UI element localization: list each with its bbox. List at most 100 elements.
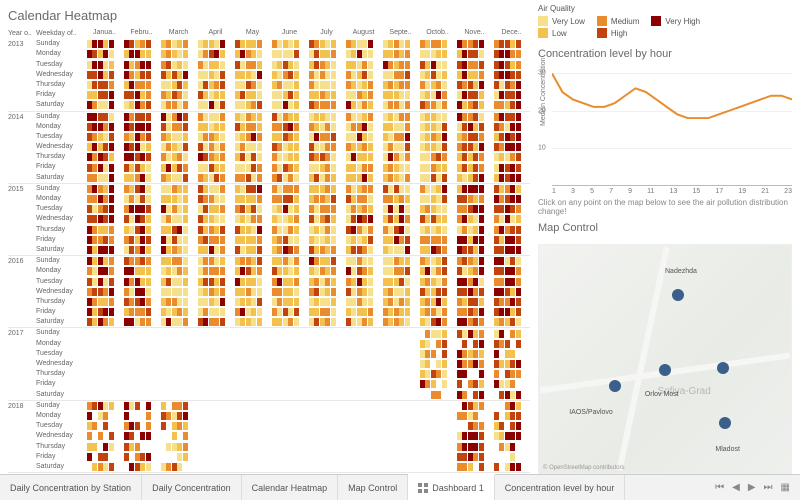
heatmap-cell[interactable] [235,267,240,275]
heatmap-cell[interactable] [251,267,256,275]
heatmap-cell[interactable] [457,226,462,234]
heatmap-cell[interactable] [277,40,282,48]
heatmap-cell[interactable] [294,288,299,296]
heatmap-cell[interactable] [368,91,373,99]
heatmap-cell[interactable] [166,81,171,89]
heatmap-cell[interactable] [516,91,521,99]
heatmap-cell[interactable] [124,360,129,368]
heatmap-cell[interactable] [87,278,92,286]
heatmap-cell[interactable] [277,340,282,348]
heatmap-cell[interactable] [309,91,314,99]
heatmap-cell[interactable] [92,432,97,440]
heatmap-cell[interactable] [462,113,467,121]
heatmap-cell[interactable] [166,330,171,338]
heatmap-cell[interactable] [331,164,336,172]
heatmap-cell[interactable] [462,412,467,420]
heatmap-cell[interactable] [516,308,521,316]
heatmap-cell[interactable] [405,153,410,161]
heatmap-cell[interactable] [399,318,404,326]
heatmap-cell[interactable] [198,164,203,172]
heatmap-cell[interactable] [325,278,330,286]
heatmap-cell[interactable] [436,123,441,131]
heatmap-cell[interactable] [457,81,462,89]
heatmap-cell[interactable] [351,463,356,471]
heatmap-cell[interactable] [277,443,282,451]
heatmap-cell[interactable] [425,236,430,244]
heatmap-cell[interactable] [320,412,325,420]
heatmap-cell[interactable] [346,308,351,316]
heatmap-cell[interactable] [124,370,129,378]
heatmap-cell[interactable] [240,412,245,420]
heatmap-cell[interactable] [368,81,373,89]
tab-sheet[interactable]: Daily Concentration [142,475,242,500]
heatmap-cell[interactable] [325,350,330,358]
heatmap-cell[interactable] [314,278,319,286]
heatmap-cell[interactable] [505,298,510,306]
heatmap-cell[interactable] [124,174,129,182]
heatmap-cell[interactable] [246,453,251,461]
heatmap-cell[interactable] [283,236,288,244]
heatmap-cell[interactable] [468,453,473,461]
heatmap-cell[interactable] [257,164,262,172]
heatmap-cell[interactable] [203,350,208,358]
heatmap-cell[interactable] [510,370,515,378]
heatmap-cell[interactable] [457,391,462,399]
heatmap-cell[interactable] [235,81,240,89]
heatmap-cell[interactable] [309,174,314,182]
heatmap-cell[interactable] [288,330,293,338]
heatmap-cell[interactable] [368,432,373,440]
heatmap-cell[interactable] [129,164,134,172]
heatmap-cell[interactable] [420,318,425,326]
heatmap-cell[interactable] [383,370,388,378]
heatmap-cell[interactable] [331,215,336,223]
heatmap-cell[interactable] [510,288,515,296]
heatmap-cell[interactable] [272,205,277,213]
heatmap-cell[interactable] [346,422,351,430]
heatmap-cell[interactable] [357,205,362,213]
heatmap-cell[interactable] [166,40,171,48]
heatmap-cell[interactable] [499,412,504,420]
heatmap-cell[interactable] [294,205,299,213]
heatmap-cell[interactable] [468,340,473,348]
heatmap-cell[interactable] [494,412,499,420]
heatmap-cell[interactable] [172,370,177,378]
heatmap-cell[interactable] [183,101,188,109]
heatmap-cell[interactable] [362,50,367,58]
heatmap-cell[interactable] [251,133,256,141]
heatmap-cell[interactable] [166,164,171,172]
heatmap-cell[interactable] [220,370,225,378]
heatmap-cell[interactable] [314,463,319,471]
heatmap-cell[interactable] [431,101,436,109]
heatmap-cell[interactable] [251,330,256,338]
heatmap-cell[interactable] [124,81,129,89]
heatmap-cell[interactable] [436,81,441,89]
heatmap-cell[interactable] [272,443,277,451]
heatmap-cell[interactable] [183,380,188,388]
heatmap-cell[interactable] [198,380,203,388]
heatmap-cell[interactable] [92,164,97,172]
heatmap-cell[interactable] [92,91,97,99]
heatmap-cell[interactable] [320,143,325,151]
heatmap-cell[interactable] [246,164,251,172]
heatmap-cell[interactable] [499,153,504,161]
heatmap-cell[interactable] [183,143,188,151]
heatmap-cell[interactable] [388,91,393,99]
heatmap-cell[interactable] [203,113,208,121]
heatmap-cell[interactable] [499,40,504,48]
heatmap-cell[interactable] [473,422,478,430]
heatmap-cell[interactable] [172,432,177,440]
heatmap-cell[interactable] [272,61,277,69]
heatmap-cell[interactable] [87,226,92,234]
heatmap-cell[interactable] [431,463,436,471]
heatmap-cell[interactable] [431,443,436,451]
heatmap-cell[interactable] [420,463,425,471]
heatmap-cell[interactable] [357,153,362,161]
heatmap-cell[interactable] [235,298,240,306]
heatmap-cell[interactable] [479,330,484,338]
heatmap-cell[interactable] [494,350,499,358]
heatmap-cell[interactable] [420,330,425,338]
heatmap-cell[interactable] [442,205,447,213]
heatmap-cell[interactable] [346,330,351,338]
heatmap-cell[interactable] [431,246,436,254]
heatmap-cell[interactable] [436,61,441,69]
